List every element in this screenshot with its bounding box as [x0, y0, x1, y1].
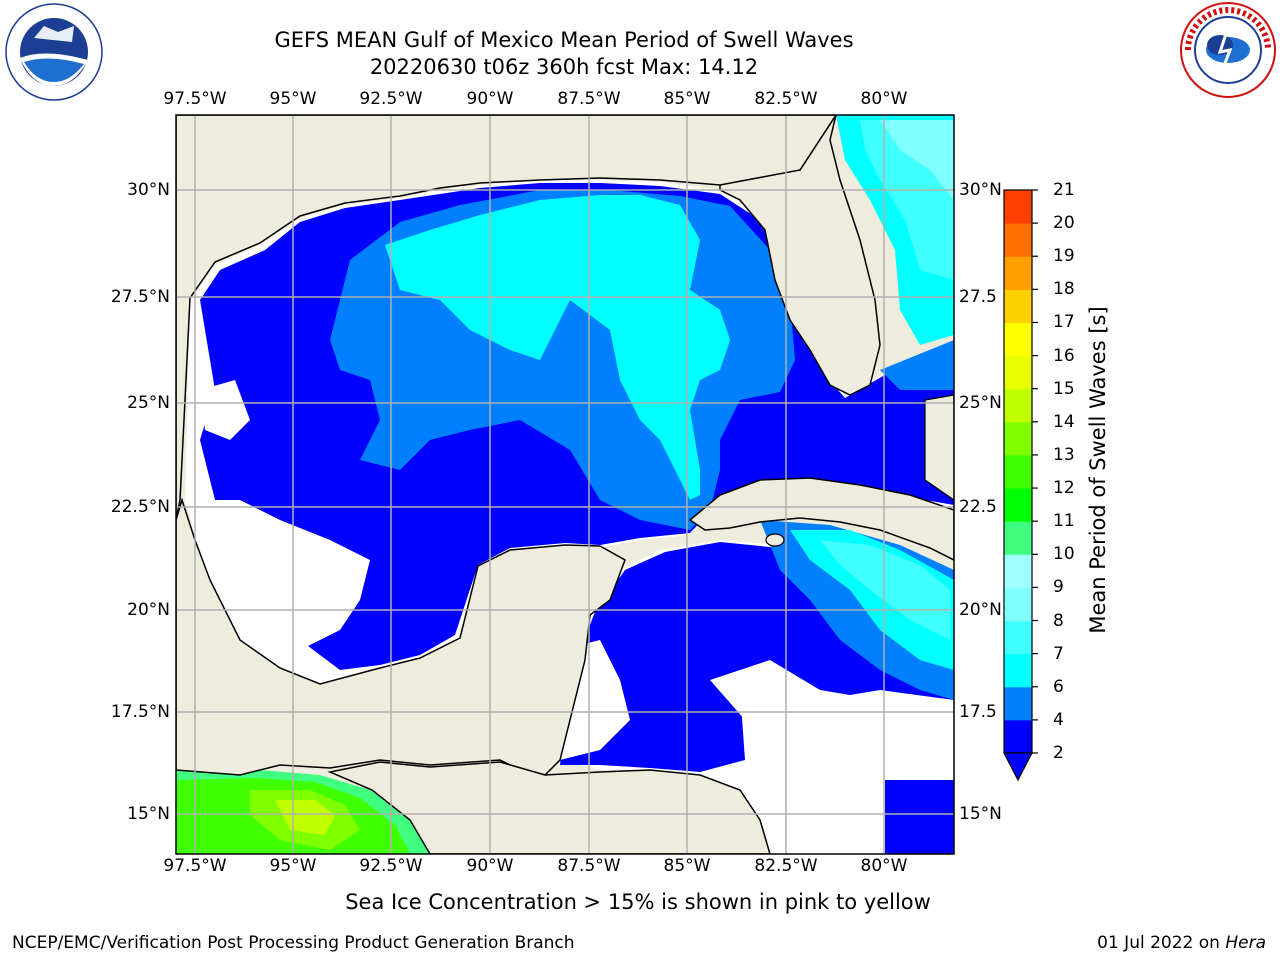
- lat-label-left: 25°N: [127, 393, 170, 413]
- colorbar-tick-label: 7: [1053, 643, 1064, 664]
- colorbar-segment: [1004, 355, 1032, 390]
- colorbar-tick-label: 14: [1053, 411, 1075, 432]
- colorbar-tick-label: 10: [1053, 544, 1075, 565]
- lat-label-right: 22.5: [959, 497, 997, 517]
- lon-label-top: 85°W: [663, 89, 711, 109]
- colorbar-segment: [1004, 289, 1032, 323]
- chart-title: GEFS MEAN Gulf of Mexico Mean Period of …: [274, 28, 854, 52]
- colorbar-label: Mean Period of Swell Waves [s]: [1086, 306, 1110, 634]
- lon-label-bottom: 87.5°W: [557, 856, 621, 876]
- lon-label-bottom: 85°W: [663, 856, 711, 876]
- colorbar-tick-label: 15: [1053, 378, 1075, 399]
- lat-label-right: 17.5: [959, 702, 997, 722]
- map-frame: [175, 114, 955, 855]
- footer-host: Hera: [1225, 933, 1266, 953]
- mexico-land: [176, 497, 626, 776]
- no-data-patch: [710, 660, 954, 780]
- noaa-logo: [5, 3, 103, 101]
- lon-label-bottom: 92.5°W: [359, 856, 423, 876]
- swell-level-6: [385, 195, 730, 500]
- lat-label-right: 20°N: [959, 600, 1002, 620]
- lat-label-left: 20°N: [127, 600, 170, 620]
- colorbar: [1004, 189, 1038, 754]
- colorbar-tick-label: 21: [1053, 180, 1075, 200]
- swell-level-14: [275, 800, 335, 835]
- colorbar-segment: [1004, 620, 1032, 655]
- lat-label-left: 15°N: [127, 804, 170, 824]
- colorbar-segment: [1004, 587, 1032, 622]
- lat-label-left: 17.5°N: [110, 702, 170, 722]
- colorbar-tick-label: 19: [1053, 246, 1075, 267]
- colorbar-tick-label: 4: [1053, 709, 1064, 730]
- colorbar-segment: [1004, 190, 1032, 224]
- colorbar-segment: [1004, 388, 1032, 423]
- no-data-patch: [200, 500, 370, 650]
- lon-label-bottom: 80°W: [860, 856, 908, 876]
- swell-level-2-se: [885, 780, 954, 854]
- lon-label-top: 80°W: [860, 89, 908, 109]
- colorbar-segment: [1004, 421, 1032, 456]
- isle-of-youth: [765, 533, 785, 547]
- colorbar-segment: [1004, 454, 1032, 489]
- colorbar-tick-label: 2: [1053, 743, 1064, 763]
- colorbar-segment: [1004, 322, 1032, 357]
- lon-label-top: 82.5°W: [754, 89, 818, 109]
- graticule: [176, 115, 954, 854]
- colorbar-tick-label: 13: [1053, 444, 1075, 465]
- colorbar-tick-label: 20: [1053, 213, 1075, 234]
- nws-logo: [1180, 2, 1276, 98]
- colorbar-segment: [1004, 653, 1032, 688]
- lat-label-left: 22.5°N: [110, 497, 170, 517]
- lat-label-right: 30°N: [959, 180, 1002, 200]
- swell-level-8-atlantic: [880, 120, 954, 200]
- lat-label-right: 25°N: [959, 393, 1002, 413]
- chart-subtitle: 20220630 t06z 360h fcst Max: 14.12: [369, 55, 759, 79]
- colorbar-tick-label: 6: [1053, 676, 1064, 697]
- colorbar-segment: [1004, 521, 1032, 555]
- lat-label-left: 27.5°N: [110, 287, 170, 307]
- swell-level-4-atlantic: [880, 340, 954, 390]
- colorbar-segment: [1004, 554, 1032, 588]
- central-america-land: [327, 761, 771, 854]
- colorbar-tick-label: 11: [1053, 511, 1075, 532]
- lon-label-bottom: 95°W: [269, 856, 317, 876]
- no-data-patch: [200, 380, 250, 440]
- florida-land: [719, 115, 881, 396]
- lon-label-top: 95°W: [269, 89, 317, 109]
- colorbar-tick-label: 9: [1053, 577, 1064, 598]
- colorbar-segment: [1004, 488, 1032, 522]
- colorbar-segment: [1004, 223, 1032, 257]
- footer-date: 01 Jul 2022 on Hera: [1097, 933, 1266, 953]
- lon-label-top: 90°W: [466, 89, 514, 109]
- swell-level-7-caribbean: [820, 540, 950, 640]
- sea-ice-note: Sea Ice Concentration > 15% is shown in …: [345, 890, 931, 914]
- lat-label-left: 30°N: [127, 180, 170, 200]
- footer-date-text: 01 Jul 2022 on: [1097, 933, 1226, 953]
- lon-label-top: 87.5°W: [557, 89, 621, 109]
- colorbar-tick-label: 8: [1053, 610, 1064, 631]
- colorbar-tick-label: 17: [1053, 312, 1075, 333]
- cuba-land: [688, 477, 954, 561]
- lat-label-right: 27.5: [959, 287, 997, 307]
- bahamas-land: [924, 394, 954, 501]
- colorbar-tick-label: 12: [1053, 478, 1075, 499]
- colorbar-segment: [1004, 256, 1032, 290]
- colorbar-segment: [1004, 719, 1032, 754]
- lon-label-top: 92.5°W: [359, 89, 423, 109]
- colorbar-under-triangle: [1003, 752, 1033, 782]
- lon-label-bottom: 97.5°W: [163, 856, 227, 876]
- colorbar-tick-label: 18: [1053, 279, 1075, 300]
- lon-label-bottom: 82.5°W: [754, 856, 818, 876]
- colorbar-tick-label: 16: [1053, 345, 1075, 366]
- lat-label-right: 15°N: [959, 804, 1002, 824]
- lon-label-top: 97.5°W: [163, 89, 227, 109]
- lon-label-bottom: 90°W: [466, 856, 514, 876]
- colorbar-segment: [1004, 686, 1032, 721]
- footer-credit: NCEP/EMC/Verification Post Processing Pr…: [12, 933, 575, 953]
- gulf-coast-north: [176, 115, 837, 521]
